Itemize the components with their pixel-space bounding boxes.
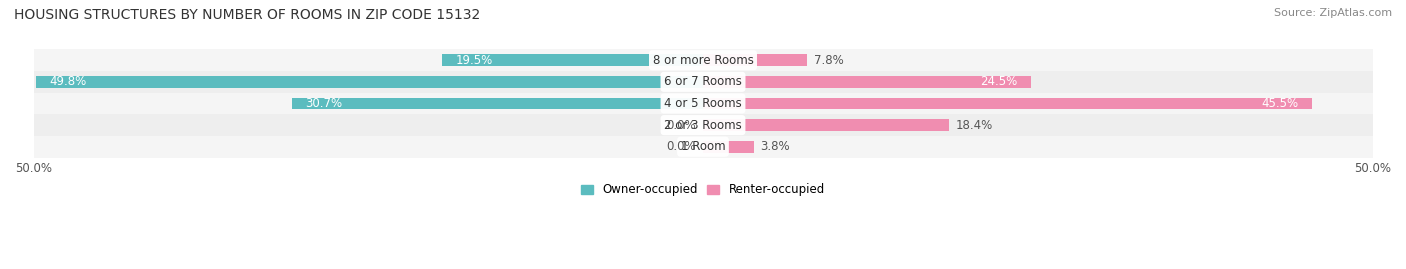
Bar [34,93,1372,114]
Bar [34,71,1372,93]
Text: 49.8%: 49.8% [49,75,87,88]
Bar [703,54,807,66]
Text: 1 Room: 1 Room [681,140,725,153]
Bar [441,54,703,66]
Bar [34,136,1372,158]
Text: 19.5%: 19.5% [456,54,492,67]
Text: 2 or 3 Rooms: 2 or 3 Rooms [664,119,742,132]
Text: 30.7%: 30.7% [305,97,343,110]
Bar [703,98,1312,109]
Bar [37,76,703,88]
Bar [34,49,1372,71]
Text: HOUSING STRUCTURES BY NUMBER OF ROOMS IN ZIP CODE 15132: HOUSING STRUCTURES BY NUMBER OF ROOMS IN… [14,8,481,22]
Text: 7.8%: 7.8% [814,54,844,67]
Text: Source: ZipAtlas.com: Source: ZipAtlas.com [1274,8,1392,18]
Text: 18.4%: 18.4% [956,119,993,132]
Text: 0.0%: 0.0% [666,119,696,132]
Text: 24.5%: 24.5% [980,75,1018,88]
Text: 0.0%: 0.0% [666,140,696,153]
Text: 8 or more Rooms: 8 or more Rooms [652,54,754,67]
Text: 3.8%: 3.8% [761,140,790,153]
Bar [292,98,703,109]
Bar [703,119,949,131]
Text: 45.5%: 45.5% [1261,97,1299,110]
Legend: Owner-occupied, Renter-occupied: Owner-occupied, Renter-occupied [581,183,825,196]
Bar [34,114,1372,136]
Text: 6 or 7 Rooms: 6 or 7 Rooms [664,75,742,88]
Bar [703,76,1031,88]
Text: 4 or 5 Rooms: 4 or 5 Rooms [664,97,742,110]
Bar [703,141,754,153]
